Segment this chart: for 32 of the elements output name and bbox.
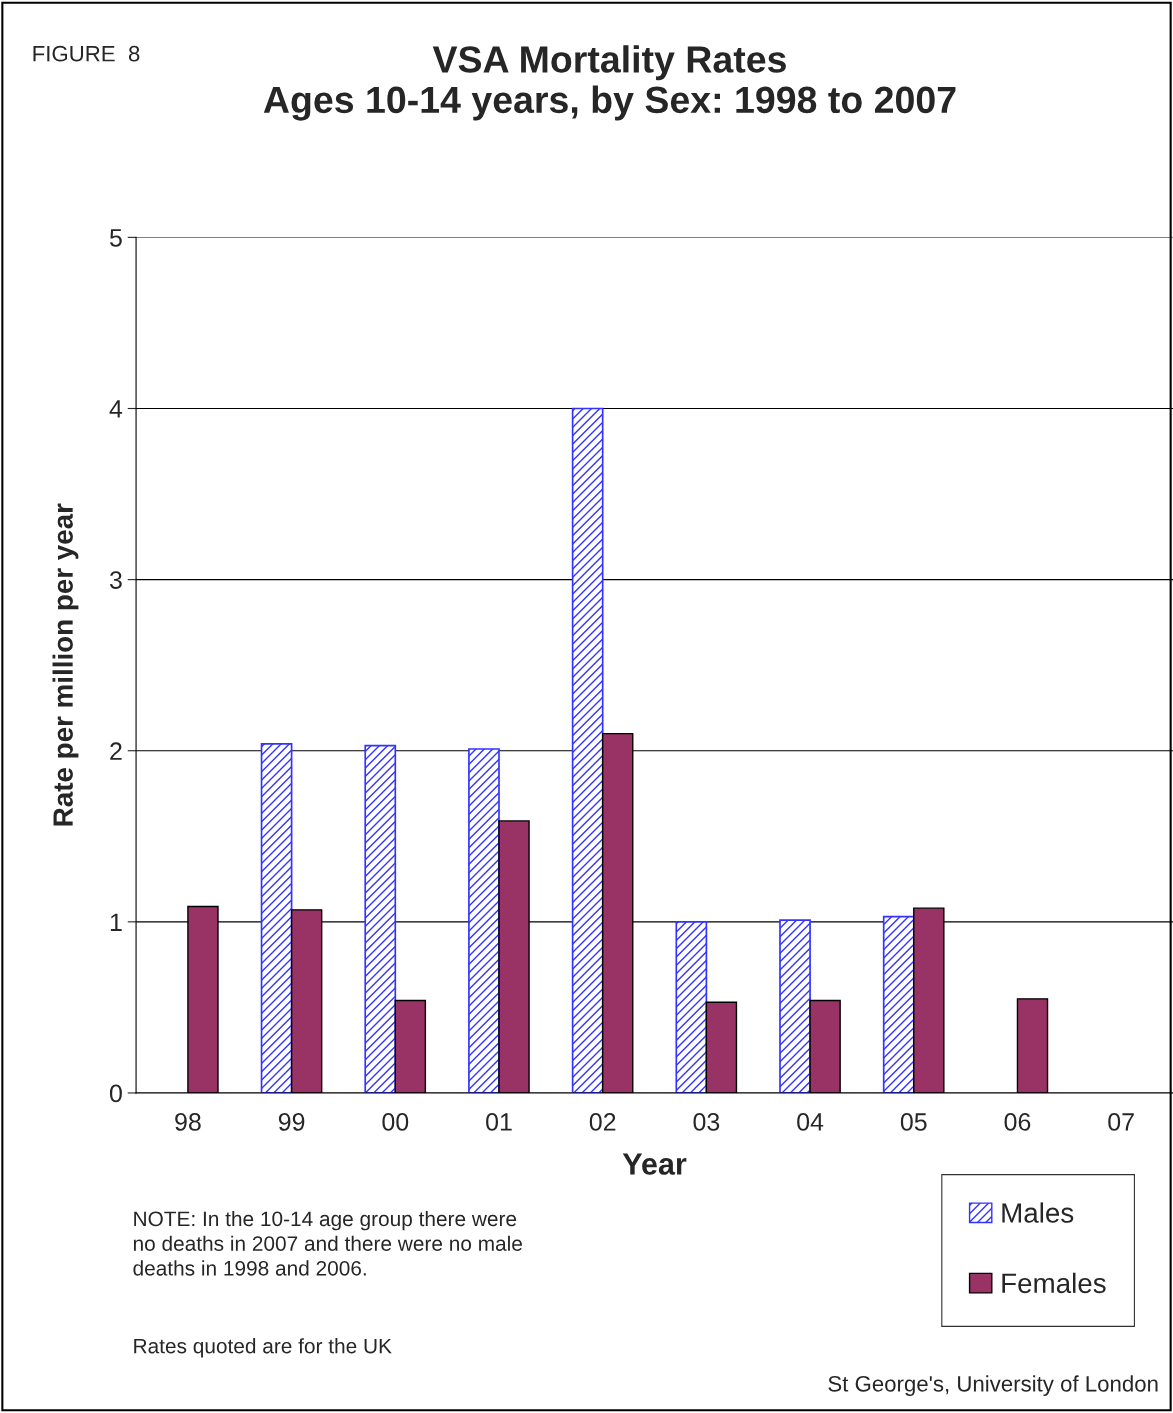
x-tick-label: 06 <box>1004 1113 1031 1131</box>
y-tick-label: 4 <box>109 400 123 418</box>
x-tick-label: 02 <box>589 1113 616 1131</box>
x-tick-label: 04 <box>797 1113 824 1131</box>
caption: FIGURE 8 <box>33 45 140 62</box>
text: Rates quoted are for the UK <box>134 1338 392 1358</box>
x-tick-label: 01 <box>486 1113 512 1131</box>
bar <box>675 921 708 1093</box>
x-tick-label: 99 <box>278 1113 305 1131</box>
bar <box>779 919 811 1093</box>
text: St George's, University of London <box>828 1375 1158 1397</box>
bar <box>260 743 293 1093</box>
y-tick-label: 2 <box>110 742 122 760</box>
legend-label: Males <box>1002 1202 1074 1223</box>
x-tick-label: 05 <box>900 1113 927 1131</box>
bar <box>571 407 604 1093</box>
x-axis-title: Year <box>622 1153 687 1175</box>
bar <box>364 744 397 1093</box>
y-axis-title: Rate per million per year <box>52 503 79 826</box>
y-tick-label: 5 <box>109 229 122 247</box>
x-tick-label: 03 <box>693 1113 720 1131</box>
x-tick-label: 07 <box>1108 1113 1134 1131</box>
bar <box>468 748 500 1093</box>
legend-label: Females <box>1002 1272 1106 1294</box>
x-tick-label: 98 <box>175 1113 201 1131</box>
x-tick-label: 00 <box>382 1113 409 1131</box>
y-tick-label: 0 <box>109 1084 122 1103</box>
text: NOTE: In the 10-14 age group there were no deaths in 2007 and there were no male deaths in 1998 and 2006. <box>133 1210 522 1276</box>
y-tick-label: 3 <box>109 571 122 589</box>
bar <box>882 915 915 1093</box>
y-tick-label: 1 <box>110 913 122 931</box>
chart-title: VSA Mortality Rates Ages 10-14 years, by Sex: 1998 to 2007 <box>263 45 956 121</box>
